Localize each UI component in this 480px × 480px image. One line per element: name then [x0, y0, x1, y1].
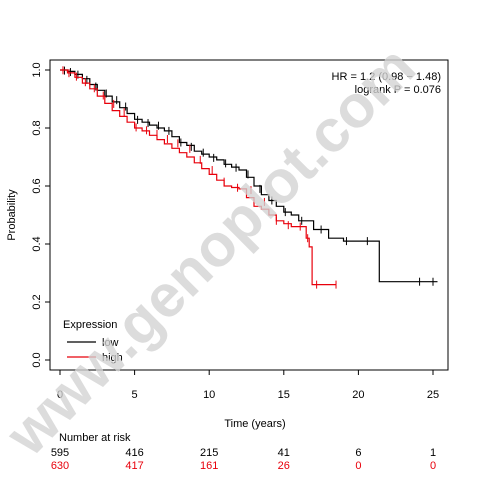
x-tick-label: 10 — [203, 389, 215, 401]
risk-count-high: 630 — [51, 460, 69, 472]
y-tick-label: 0.0 — [31, 352, 43, 367]
y-tick-label: 0.4 — [31, 236, 43, 251]
series-line-high — [60, 69, 336, 286]
series-line-low — [60, 69, 438, 283]
y-tick-label: 1.0 — [31, 62, 43, 77]
risk-count-high: 417 — [125, 460, 143, 472]
legend-label-low: low — [102, 337, 119, 349]
y-tick-label: 0.6 — [31, 178, 43, 193]
risk-count-low: 215 — [200, 447, 218, 459]
x-tick-label: 25 — [427, 389, 439, 401]
x-tick-label: 15 — [278, 389, 290, 401]
y-tick-label: 0.2 — [31, 294, 43, 309]
hazard-ratio-text: HR = 1.2 (0.98 − 1.48) — [332, 71, 441, 83]
y-axis: 0.0 0.2 0.4 0.6 0.8 1.0 — [31, 62, 50, 368]
x-tick-label: 5 — [132, 389, 138, 401]
x-axis: 0 5 10 15 20 25 — [57, 370, 439, 401]
risk-count-low: 416 — [125, 447, 143, 459]
risk-count-low: 595 — [51, 447, 69, 459]
y-axis-label: Probability — [6, 189, 18, 241]
series-layer — [60, 66, 438, 289]
risk-count-high: 0 — [430, 460, 436, 472]
risk-count-high: 0 — [355, 460, 361, 472]
x-axis-label: Time (years) — [224, 418, 285, 430]
legend: Expression low high — [63, 319, 123, 364]
logrank-p-text: logrank P = 0.076 — [355, 84, 441, 96]
risk-count-low: 41 — [278, 447, 290, 459]
y-tick-label: 0.8 — [31, 120, 43, 135]
legend-label-high: high — [102, 352, 123, 364]
risk-count-low: 1 — [430, 447, 436, 459]
risk-count-high: 26 — [278, 460, 290, 472]
watermark: www.genoplot.com — [0, 33, 428, 468]
plot-frame — [49, 59, 449, 371]
x-tick-label: 20 — [352, 389, 364, 401]
x-tick-label: 0 — [57, 389, 63, 401]
legend-title: Expression — [63, 319, 117, 331]
risk-table-title: Number at risk — [59, 432, 131, 444]
risk-count-high: 161 — [200, 460, 218, 472]
risk-count-low: 6 — [355, 447, 361, 459]
